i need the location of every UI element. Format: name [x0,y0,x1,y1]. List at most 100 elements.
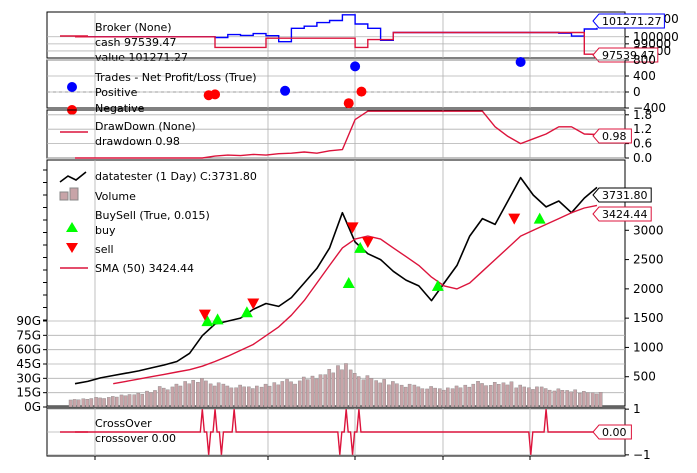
volume-bar [289,381,293,408]
price-legend-volume-swatch [69,187,79,201]
price-close-tag-box [592,187,652,203]
volume-bar [518,384,523,408]
volume-bar [149,392,153,408]
volume-ytick-4: 60G [16,343,41,357]
trade-negative-dot [343,98,354,109]
volume-bar [412,384,417,408]
trades-panel-frame [46,59,626,109]
volume-bar [276,384,281,408]
volume-bar [356,376,361,408]
volume-bar [263,383,268,408]
volume-bar [539,386,544,408]
volume-bar [238,384,242,408]
volume-bar [293,383,297,408]
volume-bar [98,397,102,408]
volume-bar [127,394,132,408]
volume-bar [387,384,391,408]
volume-bar [480,383,484,408]
trades-legend-title: Trades - Net Profit/Loss (True) [94,71,257,84]
drawdown-ytick-1: 1.2 [633,122,652,136]
volume-bar [259,386,264,408]
buy-marker [354,241,367,253]
volume-bar [208,383,213,408]
volume-bar [492,381,497,408]
broker-cash-tag: 97539.47 [602,49,655,62]
volume-bar [438,388,442,408]
volume-bar [531,389,535,408]
price-ytick-0: 3000 [633,223,664,237]
price-ytick-4: 1000 [633,340,664,354]
trades-legend-negative: Negative [95,102,145,115]
volume-bar [178,385,183,408]
buy-marker [201,315,214,327]
trade-positive-dot [280,85,291,96]
crossover-tag-box [592,424,632,440]
volume-ytick-6: 90G [16,314,41,328]
price-close-tag: 3731.80 [602,189,648,202]
broker-panel-frame [46,11,626,59]
price-legend-buy-swatch [66,222,78,232]
volume-bar [285,379,289,408]
trade-positive-dot [350,61,361,72]
crossover-legend-value: crossover 0.00 [95,432,176,445]
volume-bar [352,373,357,408]
volume-bar [395,383,399,408]
buy-marker [533,212,546,224]
volume-bar [556,388,561,408]
trades-legend-positive: Positive [95,86,138,99]
volume-bar [399,384,404,408]
drawdown-legend-value: drawdown 0.98 [95,135,180,148]
drawdown-ytick-3: 0.0 [633,151,652,165]
volume-bar [81,398,86,408]
drawdown-tag: 0.98 [602,130,627,143]
volume-bar [267,385,272,408]
volume-bar [196,381,200,408]
broker-value-tag-box [592,13,665,29]
volume-bar [110,396,115,408]
volume-bar [132,394,137,408]
volume-bar [594,393,599,408]
volume-bar [340,369,344,408]
volume-bar [365,375,370,408]
sell-marker [346,222,359,234]
volume-bar [272,382,277,408]
trade-negative-dot [210,89,221,100]
volume-bar [216,382,221,408]
drawdown-line [75,110,598,159]
volume-bar [598,392,603,408]
volume-bar [403,386,408,408]
volume-bar [153,390,157,408]
volume-bar [429,386,433,408]
volume-bar [183,381,187,408]
price-legend-title: datatester (1 Day) C:3731.80 [95,170,257,183]
volume-bar [407,383,412,408]
volume-bar [106,397,111,408]
volume-bar [382,379,386,408]
volume-bar [463,384,468,408]
buy-marker [211,313,224,325]
volume-bar [458,387,463,408]
volume-bar [527,387,531,408]
volume-bar [136,392,141,408]
volume-bar [191,380,195,408]
volume-ytick-0: 0G [24,400,41,414]
trades-ytick-3: −400 [633,101,666,115]
volume-bar [565,390,569,408]
volume-bar [157,386,162,408]
volume-bar [420,388,425,408]
volume-bar [433,387,437,408]
sell-marker [361,237,374,248]
volume-bar [378,382,382,408]
crossover-tag: 0.00 [602,426,627,439]
volume-bar [76,399,81,408]
volume-bar [450,388,455,408]
trades-ytick-2: 0 [633,85,641,99]
volume-ytick-5: 75G [16,328,41,342]
volume-bar [509,381,514,408]
volume-bar [318,374,323,408]
drawdown-legend-title: DrawDown (None) [95,120,196,133]
volume-bar [543,388,548,408]
volume-bar [221,383,226,408]
volume-bar [425,388,429,408]
